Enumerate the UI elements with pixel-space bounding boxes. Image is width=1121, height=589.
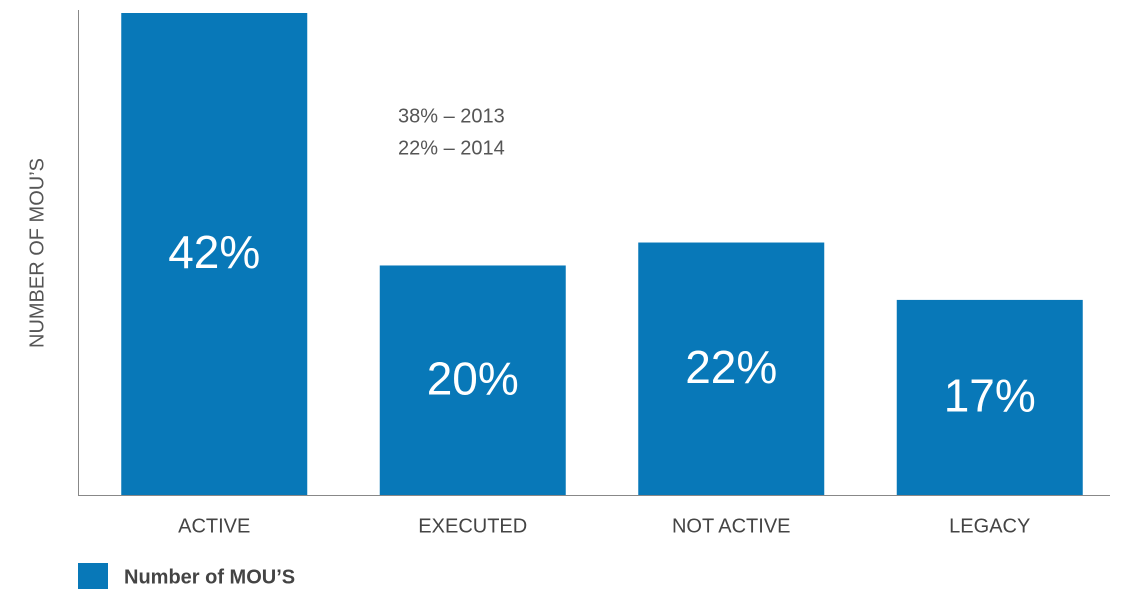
bar	[638, 242, 825, 495]
bar	[379, 265, 566, 495]
annotation: 38% – 2013	[398, 105, 505, 127]
y-axis-label: NUMBER OF MOU’S	[26, 158, 48, 348]
data-label: 17%	[944, 370, 1036, 422]
x-tick-label: NOT ACTIVE	[672, 515, 791, 537]
legend-swatch	[78, 563, 108, 589]
data-label: 42%	[168, 226, 260, 278]
x-tick-label: ACTIVE	[178, 515, 250, 537]
annotation: 22% – 2014	[398, 137, 505, 159]
x-tick-label: LEGACY	[949, 515, 1030, 537]
bar	[896, 299, 1083, 495]
bar	[121, 13, 308, 495]
x-tick-label: EXECUTED	[418, 515, 527, 537]
data-label: 20%	[427, 352, 519, 404]
data-label: 22%	[685, 341, 777, 393]
legend-label: Number of MOU’S	[124, 566, 295, 588]
